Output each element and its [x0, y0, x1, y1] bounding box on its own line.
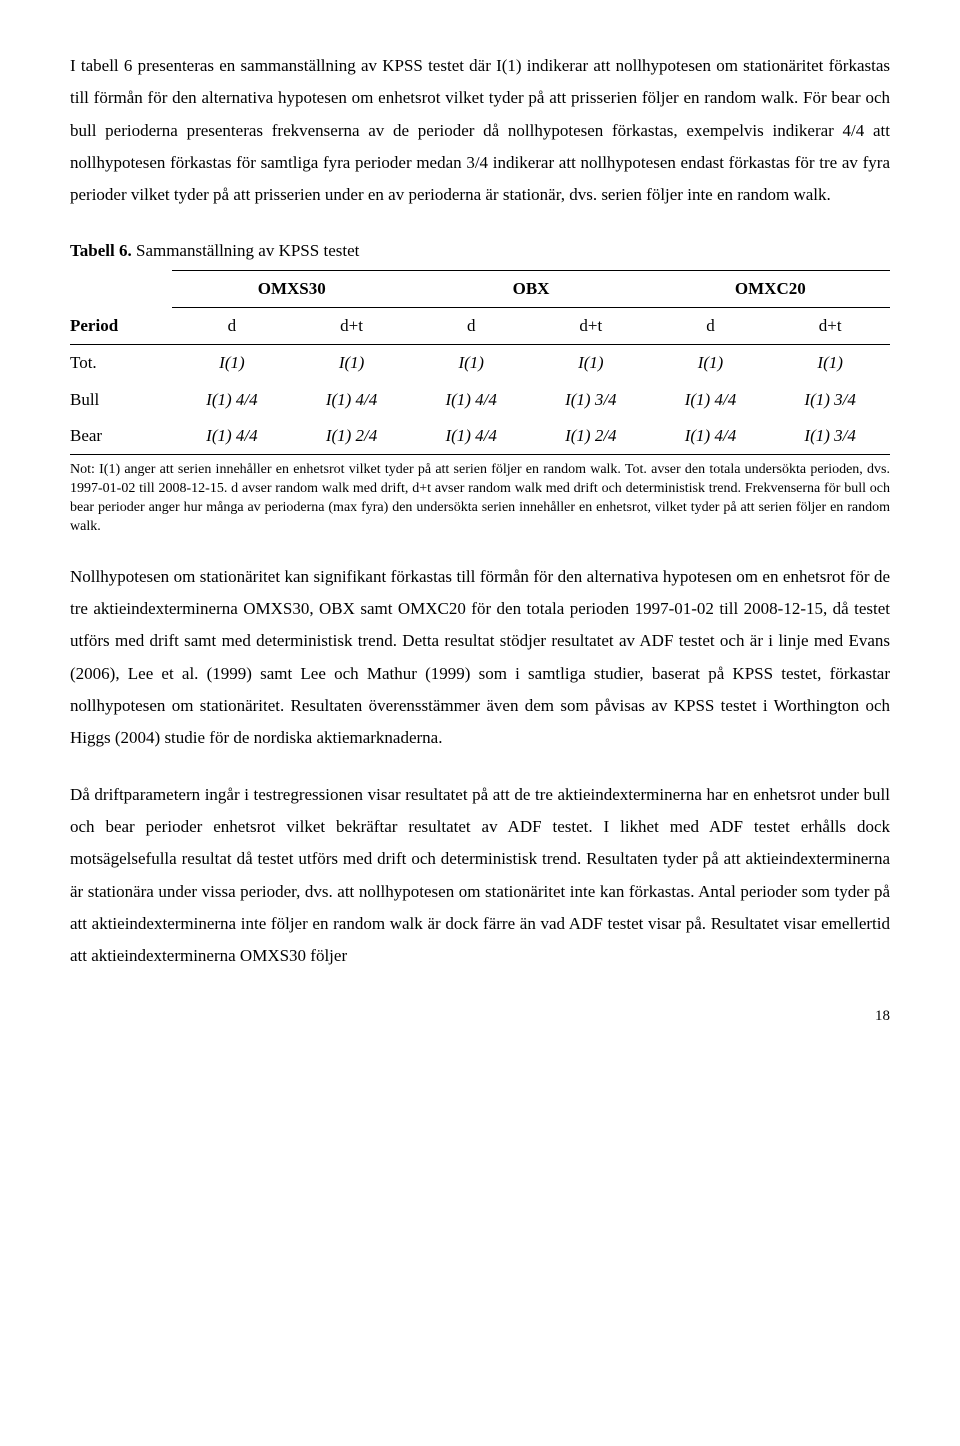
- col-d-1: d: [172, 308, 292, 345]
- row-label: Tot.: [70, 345, 172, 382]
- table-cell: I(1): [531, 345, 651, 382]
- table-cell: I(1) 2/4: [292, 418, 412, 455]
- group-obx: OBX: [411, 270, 650, 307]
- table-cell: I(1) 4/4: [172, 418, 292, 455]
- group-omxs30: OMXS30: [172, 270, 411, 307]
- table-cell: I(1) 4/4: [651, 418, 771, 455]
- row-label: Bear: [70, 418, 172, 455]
- table-note: Not: I(1) anger att serien innehåller en…: [70, 461, 890, 537]
- table-cell: I(1) 4/4: [292, 382, 412, 418]
- kpss-table: OMXS30 OBX OMXC20 Period d d+t d d+t d d…: [70, 270, 890, 455]
- table-6: Tabell 6. Sammanställning av KPSS testet…: [70, 235, 890, 455]
- paragraph-1: I tabell 6 presenteras en sammanställnin…: [70, 50, 890, 211]
- table-cell: I(1) 4/4: [411, 382, 531, 418]
- table-cell: I(1): [411, 345, 531, 382]
- col-d-2: d: [411, 308, 531, 345]
- table-row: Bull I(1) 4/4 I(1) 4/4 I(1) 4/4 I(1) 3/4…: [70, 382, 890, 418]
- table-cell: I(1): [770, 345, 890, 382]
- table-cell: I(1) 4/4: [651, 382, 771, 418]
- paragraph-3: Då driftparametern ingår i testregressio…: [70, 779, 890, 973]
- col-dt-2: d+t: [531, 308, 651, 345]
- table-cell: I(1) 4/4: [172, 382, 292, 418]
- period-header: Period: [70, 308, 172, 345]
- table-cell: I(1): [651, 345, 771, 382]
- col-dt-1: d+t: [292, 308, 412, 345]
- paragraph-2: Nollhypotesen om stationäritet kan signi…: [70, 561, 890, 755]
- table-title: Tabell 6. Sammanställning av KPSS testet: [70, 235, 890, 267]
- table-cell: I(1): [172, 345, 292, 382]
- table-cell: I(1) 3/4: [770, 418, 890, 455]
- page-number: 18: [70, 1002, 890, 1031]
- row-label: Bull: [70, 382, 172, 418]
- table-row: Tot. I(1) I(1) I(1) I(1) I(1) I(1): [70, 345, 890, 382]
- table-cell: I(1): [292, 345, 412, 382]
- table-cell: I(1) 4/4: [411, 418, 531, 455]
- table-cell: I(1) 3/4: [770, 382, 890, 418]
- table-title-bold: Tabell 6.: [70, 241, 132, 260]
- col-d-3: d: [651, 308, 771, 345]
- table-cell: I(1) 3/4: [531, 382, 651, 418]
- group-omxc20: OMXC20: [651, 270, 890, 307]
- table-row: Bear I(1) 4/4 I(1) 2/4 I(1) 4/4 I(1) 2/4…: [70, 418, 890, 455]
- col-dt-3: d+t: [770, 308, 890, 345]
- table-cell: I(1) 2/4: [531, 418, 651, 455]
- table-title-rest: Sammanställning av KPSS testet: [132, 241, 360, 260]
